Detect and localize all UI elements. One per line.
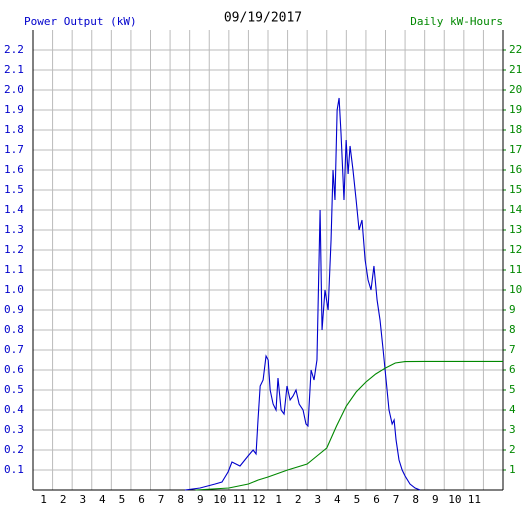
x-tick-label: 12: [252, 493, 265, 506]
x-tick-label: 8: [177, 493, 184, 506]
y2-tick-label: 4: [509, 403, 516, 416]
x-tick-label: 6: [138, 493, 145, 506]
x-tick-label: 7: [158, 493, 165, 506]
x-tick-label: 8: [412, 493, 419, 506]
y2-tick-label: 16: [509, 163, 522, 176]
y2-tick-label: 13: [509, 223, 522, 236]
y-tick-label: 1.4: [4, 203, 24, 216]
y-tick-label: 2.2: [4, 43, 24, 56]
x-tick-label: 4: [99, 493, 106, 506]
x-tick-label: 10: [448, 493, 461, 506]
x-tick-label: 2: [295, 493, 302, 506]
chart-title: 09/19/2017: [224, 11, 302, 26]
y2-tick-label: 7: [509, 343, 516, 356]
x-tick-label: 10: [213, 493, 226, 506]
x-tick-label: 6: [373, 493, 380, 506]
y-tick-label: 1.1: [4, 263, 24, 276]
x-tick-label: 2: [60, 493, 67, 506]
y2-tick-label: 6: [509, 363, 516, 376]
y2-tick-label: 17: [509, 143, 522, 156]
y-tick-label: 2.0: [4, 83, 24, 96]
y2-tick-label: 18: [509, 123, 522, 136]
y-tick-label: 0.9: [4, 303, 24, 316]
y-tick-label: 0.1: [4, 463, 24, 476]
y-tick-label: 0.8: [4, 323, 24, 336]
x-tick-label: 11: [468, 493, 481, 506]
y2-tick-label: 5: [509, 383, 516, 396]
x-tick-label: 5: [119, 493, 126, 506]
x-tick-label: 1: [40, 493, 47, 506]
y2-tick-label: 3: [509, 423, 516, 436]
y2-tick-label: 20: [509, 83, 522, 96]
y-tick-label: 0.2: [4, 443, 24, 456]
y2-tick-label: 12: [509, 243, 522, 256]
y-tick-label: 0.7: [4, 343, 24, 356]
y-tick-label: 0.6: [4, 363, 24, 376]
y-tick-label: 1.0: [4, 283, 24, 296]
series-line: [195, 360, 503, 491]
y2-tick-label: 10: [509, 283, 522, 296]
y-axis-label: Power Output (kW): [24, 15, 137, 28]
y-tick-label: 1.5: [4, 183, 24, 196]
y-tick-label: 1.7: [4, 143, 24, 156]
y-tick-label: 2.1: [4, 63, 24, 76]
x-tick-label: 9: [197, 493, 204, 506]
y2-tick-label: 8: [509, 323, 516, 336]
series-line: [184, 97, 421, 491]
y2-tick-label: 22: [509, 43, 522, 56]
y2-tick-label: 19: [509, 103, 522, 116]
y2-tick-label: 15: [509, 183, 522, 196]
x-tick-label: 3: [79, 493, 86, 506]
y2-tick-label: 1: [509, 463, 516, 476]
y2-tick-label: 21: [509, 63, 522, 76]
y2-tick-label: 9: [509, 303, 516, 316]
y2-tick-label: 2: [509, 443, 516, 456]
y2-axis-label: Daily kW-Hours: [410, 15, 503, 28]
y-tick-label: 0.3: [4, 423, 24, 436]
x-tick-label: 4: [334, 493, 341, 506]
x-tick-label: 5: [354, 493, 361, 506]
y2-tick-label: 11: [509, 263, 522, 276]
y-tick-label: 1.2: [4, 243, 24, 256]
y-tick-label: 1.9: [4, 103, 24, 116]
x-tick-label: 7: [393, 493, 400, 506]
x-tick-label: 11: [233, 493, 246, 506]
y-tick-label: 0.5: [4, 383, 24, 396]
y-tick-label: 1.6: [4, 163, 24, 176]
y-tick-label: 0.4: [4, 403, 24, 416]
y-tick-label: 1.8: [4, 123, 24, 136]
y-tick-label: 1.3: [4, 223, 24, 236]
y2-tick-label: 14: [509, 203, 523, 216]
x-tick-label: 9: [432, 493, 439, 506]
x-tick-label: 3: [314, 493, 321, 506]
x-tick-label: 1: [275, 493, 282, 506]
